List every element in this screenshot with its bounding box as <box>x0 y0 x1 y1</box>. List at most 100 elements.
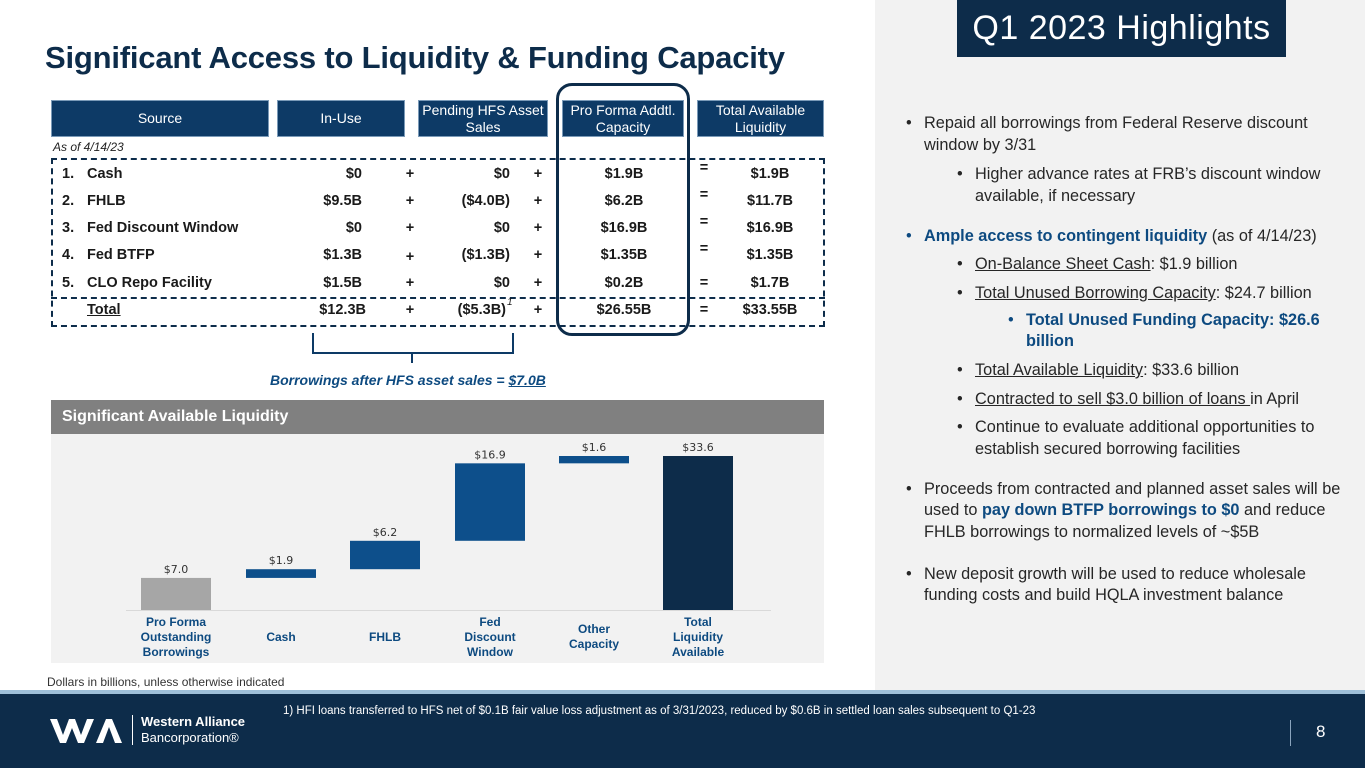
category-label: Fed Discount Window <box>464 615 515 659</box>
table-cell-source: Cash <box>87 166 123 182</box>
table-cell-in-use: $1.5B <box>323 275 362 291</box>
table-cell-pro-forma: $1.9B <box>604 166 644 182</box>
bullet-advance-rates: Higher advance rates at FRB’s discount w… <box>957 164 1346 207</box>
total-cell-pending: ($5.3B) <box>457 302 506 318</box>
table-cell-op1: + <box>405 193 415 209</box>
chart-title: Significant Available Liquidity <box>51 400 824 434</box>
table-cell-op2: + <box>533 275 543 291</box>
col-header-in-use: In-Use <box>277 100 405 137</box>
bullet-evaluate: Continue to evaluate additional opportun… <box>957 417 1346 460</box>
bar-value-label: $33.6 <box>682 441 714 454</box>
bullet-available-liquidity: Total Available Liquidity: $33.6 billion <box>957 360 1346 382</box>
table-cell-op3: = <box>699 241 709 257</box>
page-number-divider <box>1290 720 1291 746</box>
chart-area: $7.0 Pro Forma Outstanding Borrowings $1.9 Ca… <box>51 434 824 663</box>
table-cell-num: 1. <box>62 166 75 182</box>
table-cell-pending: ($1.3B) <box>461 247 510 263</box>
col-header-source: Source <box>51 100 269 137</box>
bar-total-liquidity-available <box>663 456 733 610</box>
table-cell-op3: = <box>699 214 709 230</box>
wa-logo-icon <box>50 718 122 743</box>
bar-value-label: $6.2 <box>373 526 398 539</box>
table-cell-pending: ($4.0B) <box>461 193 510 209</box>
table-cell-total: $16.9B <box>746 220 794 236</box>
table-cell-pro-forma: $16.9B <box>600 220 648 236</box>
table-cell-op1: + <box>405 275 415 291</box>
table-cell-op2: + <box>533 166 543 182</box>
table-cell-op2: + <box>533 193 543 209</box>
bullet-contingent-liquidity: Ample access to contingent liquidity (as… <box>906 226 1346 248</box>
highlights-title: Q1 2023 Highlights <box>957 0 1286 57</box>
total-divider <box>51 297 825 299</box>
total-cell-op1: + <box>405 302 415 318</box>
table-cell-op1: + <box>405 166 415 182</box>
table-cell-num: 5. <box>62 275 75 291</box>
category-label: Other Capacity <box>569 622 619 651</box>
table-cell-op1: + <box>405 249 415 265</box>
col-header-pending: Pending HFS Asset Sales <box>418 100 548 137</box>
bar-value-label: $16.9 <box>474 448 506 461</box>
table-cell-total: $1.9B <box>750 166 790 182</box>
as-of-date: As of 4/14/23 <box>53 140 124 154</box>
table-cell-op1: + <box>405 220 415 236</box>
table-cell-num: 3. <box>62 220 75 236</box>
table-cell-source: FHLB <box>87 193 126 209</box>
units-note: Dollars in billions, unless otherwise in… <box>47 675 285 689</box>
category-label: Cash <box>266 630 295 644</box>
bar-value-label: $1.9 <box>269 554 294 567</box>
company-logo: Western Alliance Bancorporation® <box>50 714 245 745</box>
col-header-total: Total Available Liquidity <box>697 100 824 137</box>
liquidity-waterfall-chart: $7.0 Pro Forma Outstanding Borrowings $1.9 Ca… <box>126 441 771 659</box>
total-cell-total: $33.55B <box>742 302 798 318</box>
table-cell-in-use: $0 <box>345 220 362 236</box>
total-cell-source: Total <box>87 302 121 318</box>
table-cell-source: CLO Repo Facility <box>87 275 212 291</box>
table-cell-pending: $0 <box>493 275 510 291</box>
bar-other-capacity <box>559 456 629 464</box>
bar-fed-discount-window <box>455 463 525 541</box>
table-cell-op2: + <box>533 247 543 263</box>
table-cell-num: 2. <box>62 193 75 209</box>
logo-divider <box>132 714 133 745</box>
bar-fhlb <box>350 540 420 570</box>
bullet-proceeds: Proceeds from contracted and planned ass… <box>906 479 1346 544</box>
table-cell-source: Fed Discount Window <box>87 220 239 236</box>
col-header-pro-forma: Pro Forma Addtl. Capacity <box>562 100 684 137</box>
table-cell-source: Fed BTFP <box>87 247 155 263</box>
logo-text: Western Alliance Bancorporation® <box>141 714 245 745</box>
bullet-borrowing-capacity: Total Unused Borrowing Capacity: $24.7 b… <box>957 283 1346 305</box>
bullet-repaid: Repaid all borrowings from Federal Reser… <box>906 113 1346 156</box>
footer-accent-strip <box>0 690 1365 694</box>
total-cell-pro-forma: $26.55B <box>596 302 652 318</box>
table-cell-op2: + <box>533 220 543 236</box>
table-cell-total: $1.35B <box>746 247 794 263</box>
category-label: FHLB <box>369 630 401 644</box>
footer <box>0 690 1365 768</box>
total-cell-op2: + <box>533 302 543 318</box>
total-cell-op3: = <box>699 302 709 318</box>
table-cell-op3: = <box>699 160 709 176</box>
pro-forma-highlight <box>556 83 690 336</box>
table-cell-num: 4. <box>62 247 75 263</box>
table-cell-pro-forma: $6.2B <box>604 193 644 209</box>
page-title: Significant Access to Liquidity & Fundin… <box>45 40 785 75</box>
footnote-marker: 1 <box>507 297 513 308</box>
total-cell-in-use: $12.3B <box>319 302 366 318</box>
table-cell-pending: $0 <box>493 166 510 182</box>
table-dashed-border <box>51 158 825 327</box>
borrowings-note: Borrowings after HFS asset sales = $7.0B <box>270 372 546 388</box>
table-cell-op3: = <box>699 275 709 291</box>
bar-value-label: $1.6 <box>582 441 607 454</box>
category-label: Pro Forma Outstanding Borrowings <box>141 615 212 659</box>
logo-line-2: Bancorporation® <box>141 729 239 745</box>
bar-cash <box>246 569 316 578</box>
highlights-bullets: Repaid all borrowings from Federal Reser… <box>906 113 1346 607</box>
bar-pro-forma-outstanding-borrowings <box>141 577 211 610</box>
footnote: 1) HFI loans transferred to HFS net of $… <box>283 705 1036 717</box>
bullet-deposits: New deposit growth will be used to reduc… <box>906 564 1346 607</box>
category-label: Total Liquidity Available <box>672 615 725 659</box>
borrowings-bracket-tick <box>411 353 413 363</box>
table-cell-in-use: $1.3B <box>323 247 362 263</box>
table-cell-total: $11.7B <box>747 193 793 209</box>
page-number: 8 <box>1316 722 1326 741</box>
